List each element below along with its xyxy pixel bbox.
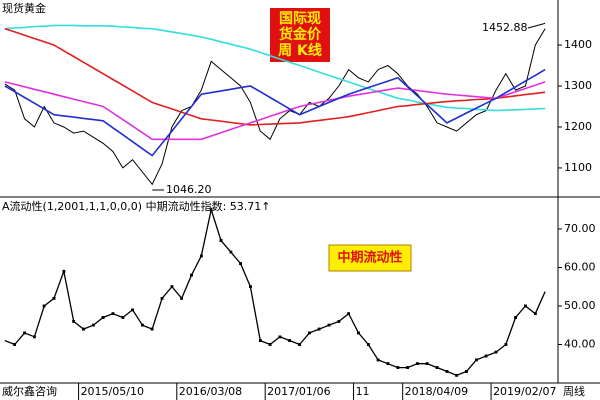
y-tick-label: 40.00: [564, 337, 596, 350]
badge-box: [270, 8, 330, 62]
x-tick-label: 2019/02/07: [493, 385, 556, 398]
y-tick-label: 50.00: [564, 299, 596, 312]
y-tick-label: 1300: [564, 79, 592, 92]
y-tick-label: 60.00: [564, 260, 596, 273]
moving-average: [4, 27, 546, 126]
badge-text: 国际现: [279, 11, 321, 27]
y-tick-label: 1400: [564, 38, 592, 51]
x-tick-label: 2016/03/08: [179, 385, 242, 398]
source: 威尔鑫咨询: [2, 384, 57, 398]
period: 周线: [563, 384, 585, 398]
y-tick-label: 1200: [564, 120, 592, 133]
annotation: 1452.88: [482, 21, 528, 34]
moving-average: [4, 24, 546, 112]
moving-average: [4, 68, 546, 157]
badge-text: 中期流动性: [337, 250, 402, 266]
annotation: 1046.20: [166, 183, 212, 196]
x-tick-label: 2015/05/10: [81, 385, 144, 398]
x-tick-label: 2017/01/06: [267, 385, 330, 398]
badge-text: 货金价: [278, 26, 322, 43]
annotation-leader: [527, 22, 546, 29]
indicator-title: A流动性(1,2001,1,1,0,0,0) 中期流动性指数: 53.71↑: [2, 199, 270, 213]
indicator-line: [4, 207, 546, 377]
x-tick-label: 11: [356, 385, 370, 398]
moving-average: [4, 81, 546, 141]
badge-text: 周 K线: [278, 42, 322, 59]
chart-title: 现货黄金: [2, 1, 46, 15]
x-tick-label: 2018/04/09: [405, 385, 468, 398]
y-tick-label: 70.00: [564, 222, 596, 235]
y-tick-label: 1100: [564, 161, 592, 174]
price-line: [4, 28, 546, 186]
